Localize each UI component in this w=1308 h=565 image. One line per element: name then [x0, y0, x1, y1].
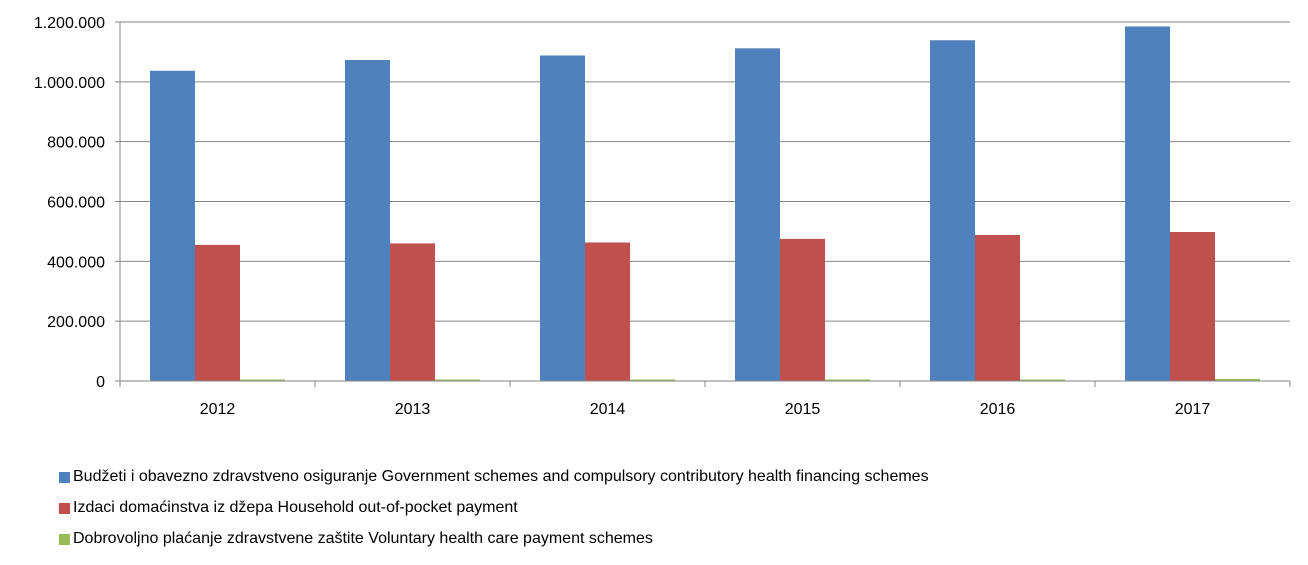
bar-series-2-2014: [585, 242, 630, 381]
y-tick-label: 600.000: [47, 195, 105, 212]
y-tick-label: 1.000.000: [34, 75, 105, 92]
x-tick-label-2015: 2015: [785, 401, 821, 418]
x-tick-label-2017: 2017: [1175, 401, 1211, 418]
x-tick-label-2012: 2012: [200, 401, 236, 418]
legend: Budžeti i obavezno zdravstveno osiguranj…: [59, 467, 929, 560]
bar-series-2-2012: [195, 244, 240, 381]
bar-series-2-2015: [780, 238, 825, 381]
y-tick-label: 1.200.000: [34, 15, 105, 32]
bar-series-3-2012: [240, 379, 285, 381]
bar-series-2-2013: [390, 243, 435, 381]
bar-series-1-2016: [930, 40, 975, 381]
legend-label: Izdaci domaćinstva iz džepa Household ou…: [73, 499, 518, 516]
legend-swatch: [59, 471, 70, 483]
bar-series-2-2016: [975, 235, 1020, 381]
legend-label: Dobrovoljno plaćanje zdravstvene zaštite…: [73, 530, 653, 547]
legend-item-3: Dobrovoljno plaćanje zdravstvene zaštite…: [59, 529, 929, 549]
x-tick-label-2014: 2014: [590, 401, 626, 418]
bar-series-2-2017: [1170, 232, 1215, 381]
bar-series-3-2017: [1215, 378, 1260, 381]
bar-chart: 0 200.000 400.000 600.000 800.000 1.000.000 1.…: [34, 15, 1291, 418]
legend-label: Budžeti i obavezno zdravstveno osiguranj…: [73, 468, 929, 485]
bar-series-1-2012: [150, 70, 195, 382]
y-axis-tick-labels: 0 200.000 400.000 600.000 800.000 1.000.000 1.…: [34, 15, 105, 391]
y-tick-label: 0: [96, 374, 105, 391]
x-tick-label-2016: 2016: [980, 401, 1016, 418]
x-axis: [119, 380, 1291, 387]
gridlines: [115, 21, 1290, 382]
bar-series-3-2016: [1020, 379, 1065, 381]
legend-swatch: [59, 502, 70, 514]
bar-series-3-2013: [435, 379, 480, 381]
y-tick-label: 400.000: [47, 254, 105, 271]
bar-series-1-2013: [345, 59, 390, 381]
bar-series-1-2015: [735, 48, 780, 382]
bars: [150, 26, 1260, 382]
bar-series-3-2015: [825, 379, 870, 381]
x-axis-tick-labels: 2012 2013 2014 2015 2016 2017: [200, 401, 1211, 418]
bar-series-1-2017: [1125, 26, 1170, 382]
y-tick-label: 200.000: [47, 314, 105, 331]
legend-item-2: Izdaci domaćinstva iz džepa Household ou…: [59, 498, 929, 518]
x-tick-label-2013: 2013: [395, 401, 431, 418]
legend-item-1: Budžeti i obavezno zdravstveno osiguranj…: [59, 467, 929, 487]
y-tick-label: 800.000: [47, 135, 105, 152]
bar-series-1-2014: [540, 55, 585, 382]
bar-series-3-2014: [630, 379, 675, 381]
legend-swatch: [59, 533, 70, 545]
